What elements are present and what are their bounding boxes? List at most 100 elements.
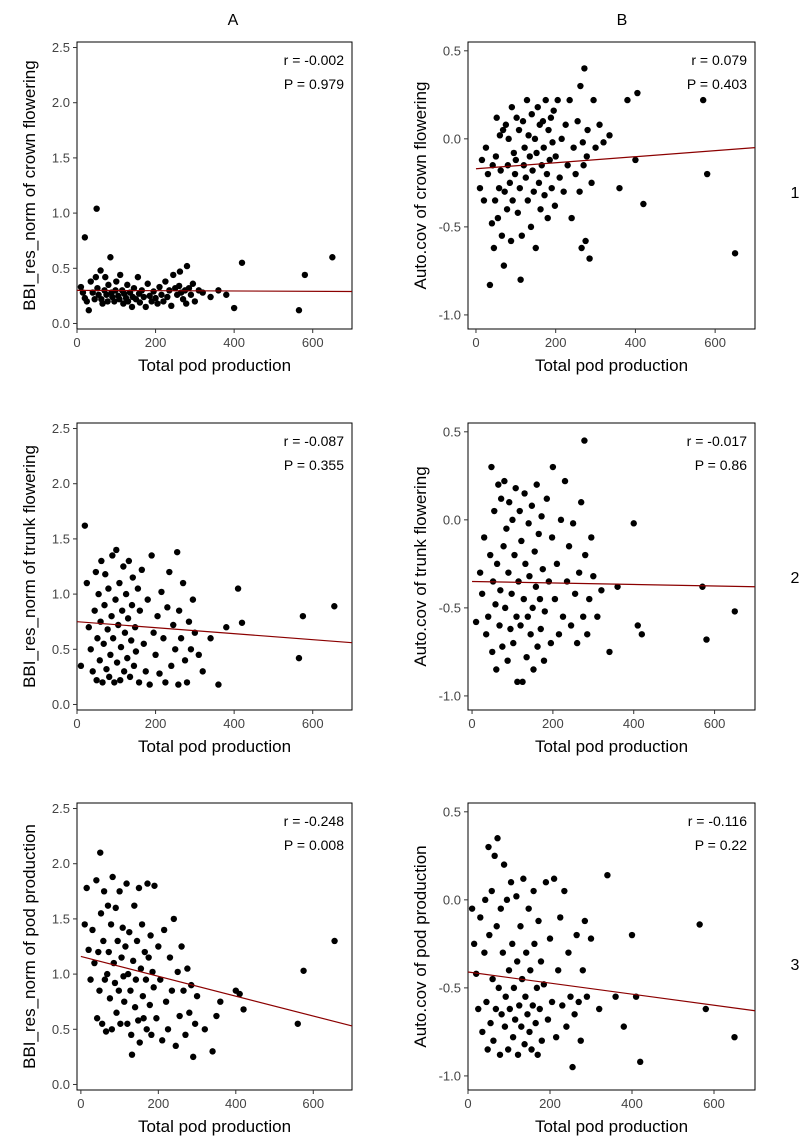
data-point: [168, 987, 176, 994]
data-point: [108, 612, 115, 620]
data-point: [104, 970, 111, 978]
y-tick-label: 1.5: [52, 531, 70, 546]
data-point: [497, 167, 504, 174]
data-point: [217, 998, 224, 1005]
y-tick-label: 0.5: [52, 1022, 70, 1037]
data-point: [553, 560, 561, 568]
x-tick-label: 200: [539, 1096, 561, 1111]
data-point: [158, 588, 165, 596]
data-point: [624, 96, 631, 104]
y-tick-label: 0.5: [52, 261, 70, 276]
scatter-panel-a3: 0 200 400 600 0.0 0.5 1.0 1.5 2.0 2.5 Total pod pr…: [20, 801, 353, 1136]
data-point: [120, 563, 127, 570]
data-point: [121, 629, 129, 636]
data-point: [470, 940, 478, 948]
data-point: [547, 114, 555, 121]
data-point: [543, 170, 551, 178]
data-point: [499, 949, 507, 956]
data-point: [620, 1023, 627, 1030]
data-point: [144, 596, 151, 603]
data-point: [513, 114, 520, 121]
data-point: [590, 96, 597, 104]
data-point: [109, 635, 117, 642]
data-point: [536, 595, 544, 603]
data-point: [173, 548, 181, 556]
data-point: [486, 281, 494, 289]
y-tick-label: -1.0: [439, 688, 461, 703]
data-point: [480, 534, 488, 541]
data-point: [113, 278, 120, 285]
data-point: [160, 926, 168, 934]
data-point: [130, 662, 138, 670]
data-point: [731, 250, 739, 257]
data-point: [170, 621, 177, 629]
data-point: [504, 162, 512, 169]
data-point: [630, 520, 637, 527]
y-tick-label: 1.5: [52, 911, 70, 926]
data-point: [102, 1028, 110, 1035]
p-value: P = 0.86: [695, 457, 748, 473]
data-point: [506, 499, 513, 506]
data-point: [179, 579, 187, 587]
data-point: [702, 1005, 709, 1013]
data-point: [135, 884, 143, 892]
data-point: [136, 607, 144, 614]
data-point: [180, 987, 187, 994]
data-point: [95, 948, 102, 956]
data-point: [98, 1020, 106, 1027]
data-point: [134, 1017, 142, 1024]
x-tick-label: 600: [302, 716, 324, 731]
data-point: [104, 298, 111, 305]
data-point: [85, 624, 92, 631]
data-point: [132, 648, 140, 655]
data-point: [81, 921, 88, 928]
data-point: [113, 1009, 120, 1016]
data-point: [95, 590, 102, 598]
correlation-r: r = -0.087: [284, 433, 345, 449]
data-point: [122, 943, 129, 950]
data-point: [145, 954, 152, 961]
data-point: [104, 626, 111, 633]
data-point: [142, 668, 149, 675]
data-point: [150, 984, 157, 991]
data-point: [128, 303, 136, 311]
data-point: [144, 280, 151, 287]
data-point: [531, 940, 538, 948]
y-tick-label: 2.0: [52, 95, 70, 110]
data-point: [111, 679, 118, 686]
y-axis-label: BBI_res_norm of pod production: [20, 824, 39, 1069]
data-point: [177, 635, 185, 642]
data-point: [124, 1020, 131, 1027]
data-point: [577, 82, 584, 90]
data-point: [183, 300, 190, 307]
x-tick-label: 600: [302, 1096, 324, 1111]
data-point: [534, 1051, 541, 1058]
data-point: [140, 293, 147, 301]
data-point: [495, 481, 502, 488]
data-point: [103, 291, 110, 298]
data-point: [100, 640, 107, 647]
data-point: [521, 144, 528, 151]
correlation-r: r = -0.017: [687, 433, 748, 449]
data-point: [512, 156, 520, 164]
data-point: [517, 622, 524, 629]
data-point: [133, 937, 141, 945]
data-point: [164, 604, 171, 611]
data-point: [501, 1023, 509, 1030]
data-point: [573, 931, 580, 939]
plot-frame: [76, 422, 353, 711]
data-point: [156, 670, 163, 677]
data-point: [513, 893, 520, 900]
data-point: [134, 273, 142, 281]
data-point: [514, 678, 521, 686]
data-point: [515, 578, 522, 585]
data-point: [142, 976, 150, 983]
data-point: [176, 268, 184, 275]
data-point: [532, 1019, 539, 1027]
data-point: [525, 132, 532, 139]
data-point: [550, 107, 557, 114]
data-point: [516, 507, 523, 515]
y-tick-label: 0.5: [443, 804, 461, 819]
data-point: [87, 646, 94, 653]
data-point: [499, 126, 507, 134]
